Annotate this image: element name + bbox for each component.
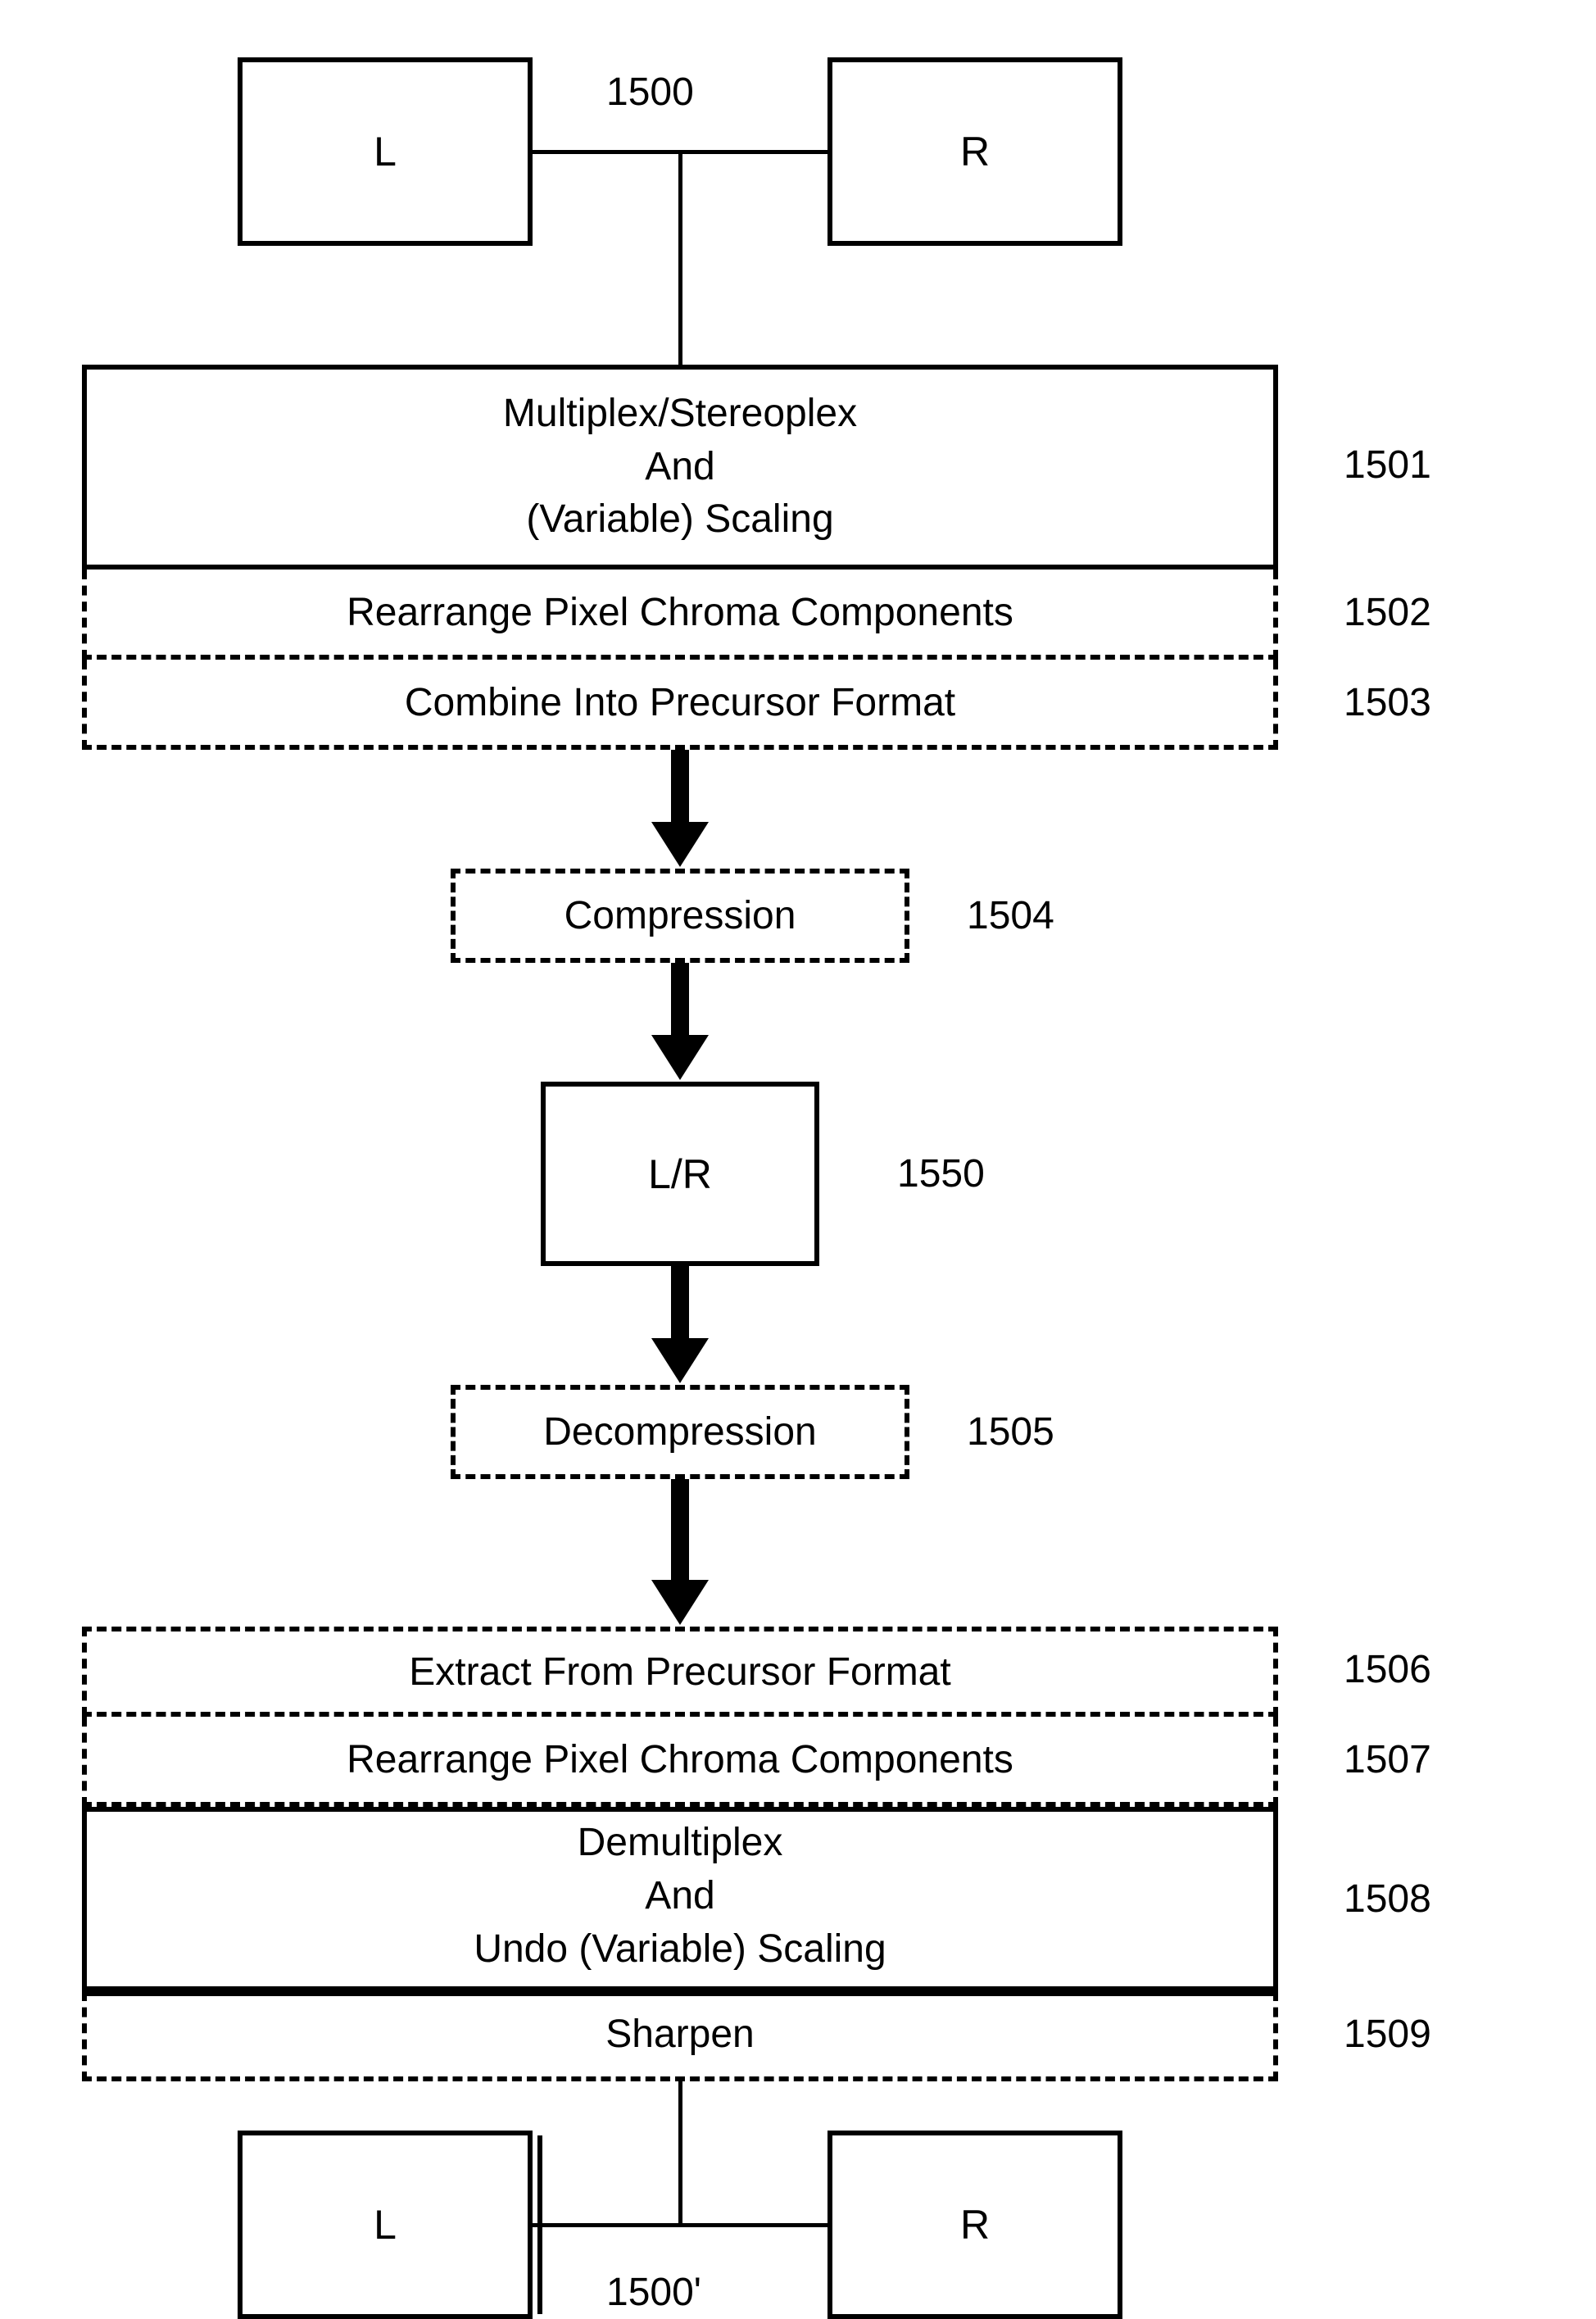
node-1550: L/R xyxy=(541,1082,819,1266)
ref-label-1508: 1508 xyxy=(1344,1877,1431,1922)
ref-label-1500: 1500 xyxy=(606,70,694,115)
node-1509: Sharpen xyxy=(82,1991,1278,2081)
node-1506: Extract From Precursor Format xyxy=(82,1627,1278,1717)
ref-label-1502: 1502 xyxy=(1344,590,1431,635)
node-1503: Combine Into Precursor Format xyxy=(82,660,1278,750)
divider xyxy=(537,2135,542,2314)
ref-label-1509: 1509 xyxy=(1344,2012,1431,2057)
ref-label-1506: 1506 xyxy=(1344,1647,1431,1692)
node-label: Combine Into Precursor Format xyxy=(405,680,955,725)
node-bot-L: L xyxy=(238,2131,533,2319)
connector xyxy=(678,150,682,365)
node-1508: Demultiplex And Undo (Variable) Scaling xyxy=(82,1807,1278,1991)
node-label: Sharpen xyxy=(605,2012,754,2057)
node-label: L xyxy=(374,128,397,175)
connector xyxy=(533,2223,827,2227)
connector xyxy=(678,2081,682,2225)
node-1507: Rearrange Pixel Chroma Components xyxy=(82,1717,1278,1807)
node-label: Rearrange Pixel Chroma Components xyxy=(347,1737,1013,1782)
ref-label-1507: 1507 xyxy=(1344,1737,1431,1782)
node-1502: Rearrange Pixel Chroma Components xyxy=(82,570,1278,660)
node-label: Compression xyxy=(564,893,796,938)
ref-label-1550: 1550 xyxy=(897,1151,985,1196)
node-label: L/R xyxy=(648,1150,712,1198)
node-1501: Multiplex/Stereoplex And (Variable) Scal… xyxy=(82,365,1278,570)
ref-label-1505: 1505 xyxy=(967,1409,1054,1454)
node-label: R xyxy=(960,2201,990,2249)
node-text: Multiplex/Stereoplex And (Variable) Scal… xyxy=(503,388,857,547)
node-1504: Compression xyxy=(451,869,909,963)
flowchart-canvas: L R Multiplex/Stereoplex And (Variable) … xyxy=(0,0,1596,2248)
node-1505: Decompression xyxy=(451,1385,909,1479)
node-label: R xyxy=(960,128,990,175)
divider xyxy=(82,1807,1278,1812)
ref-label-1501: 1501 xyxy=(1344,442,1431,488)
node-label: L xyxy=(374,2201,397,2249)
ref-label-1504: 1504 xyxy=(967,893,1054,938)
ref-label-1503: 1503 xyxy=(1344,680,1431,725)
ref-label-1500-prime: 1500' xyxy=(606,2270,701,2315)
divider xyxy=(82,1991,1278,1996)
node-bot-R: R xyxy=(827,2131,1122,2319)
node-top-R: R xyxy=(827,57,1122,246)
node-label: Extract From Precursor Format xyxy=(409,1650,950,1695)
node-label: Rearrange Pixel Chroma Components xyxy=(347,590,1013,635)
node-text: Demultiplex And Undo (Variable) Scaling xyxy=(474,1817,886,1976)
node-top-L: L xyxy=(238,57,533,246)
node-label: Decompression xyxy=(543,1409,816,1454)
